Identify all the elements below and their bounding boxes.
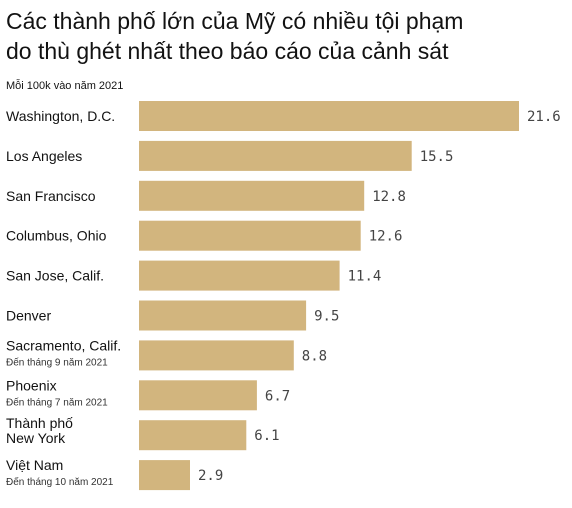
bar-2 [139,140,412,171]
category-label-7: Sacramento, Calif. [6,337,121,353]
value-label-9: 6.1 [254,428,279,444]
value-label-10: 2.9 [198,468,223,484]
value-label-5: 11.4 [348,269,382,285]
bar-5 [139,260,340,291]
value-label-7: 8.8 [302,348,327,364]
value-label-2: 15.5 [420,149,454,165]
bar-1 [139,101,519,131]
bar-7 [139,340,294,371]
bar-3 [139,180,365,211]
chart-title-line-1: Các thành phố lớn của Mỹ có nhiều tội ph… [6,8,464,34]
value-label-8: 6.7 [265,388,290,404]
category-label-9-line-1: Thành phố [6,415,73,431]
category-label-2: Los Angeles [6,148,82,164]
bar-8 [139,380,257,411]
bar-10 [139,460,190,491]
category-label-4: Columbus, Ohio [6,228,107,244]
chart-title-line-2: do thù ghét nhất theo báo cáo của cảnh s… [6,38,449,64]
category-label-10: Việt Nam [6,457,63,473]
category-note-8: Đến tháng 7 năm 2021 [6,396,108,408]
category-note-7: Đến tháng 9 năm 2021 [6,356,108,368]
bar-4 [139,220,361,251]
value-label-1: 21.6 [527,109,561,125]
category-note-10: Đến tháng 10 năm 2021 [6,476,114,488]
value-label-6: 9.5 [314,309,339,325]
bar-9 [139,420,247,451]
value-label-4: 12.6 [369,229,403,245]
category-label-8: Phoenix [6,377,57,393]
chart-subtitle: Mỗi 100k vào năm 2021 [6,80,124,92]
value-label-3: 12.8 [372,189,406,205]
category-label-5: San Jose, Calif. [6,268,104,284]
chart-title: Các thành phố lớn của Mỹ có nhiều tội ph… [6,6,566,66]
category-label-6: Denver [6,308,51,324]
category-label-3: San Francisco [6,188,96,204]
bar-6 [139,300,307,331]
category-label-1: Washington, D.C. [6,108,115,124]
category-label-9-line-2: New York [6,430,66,446]
